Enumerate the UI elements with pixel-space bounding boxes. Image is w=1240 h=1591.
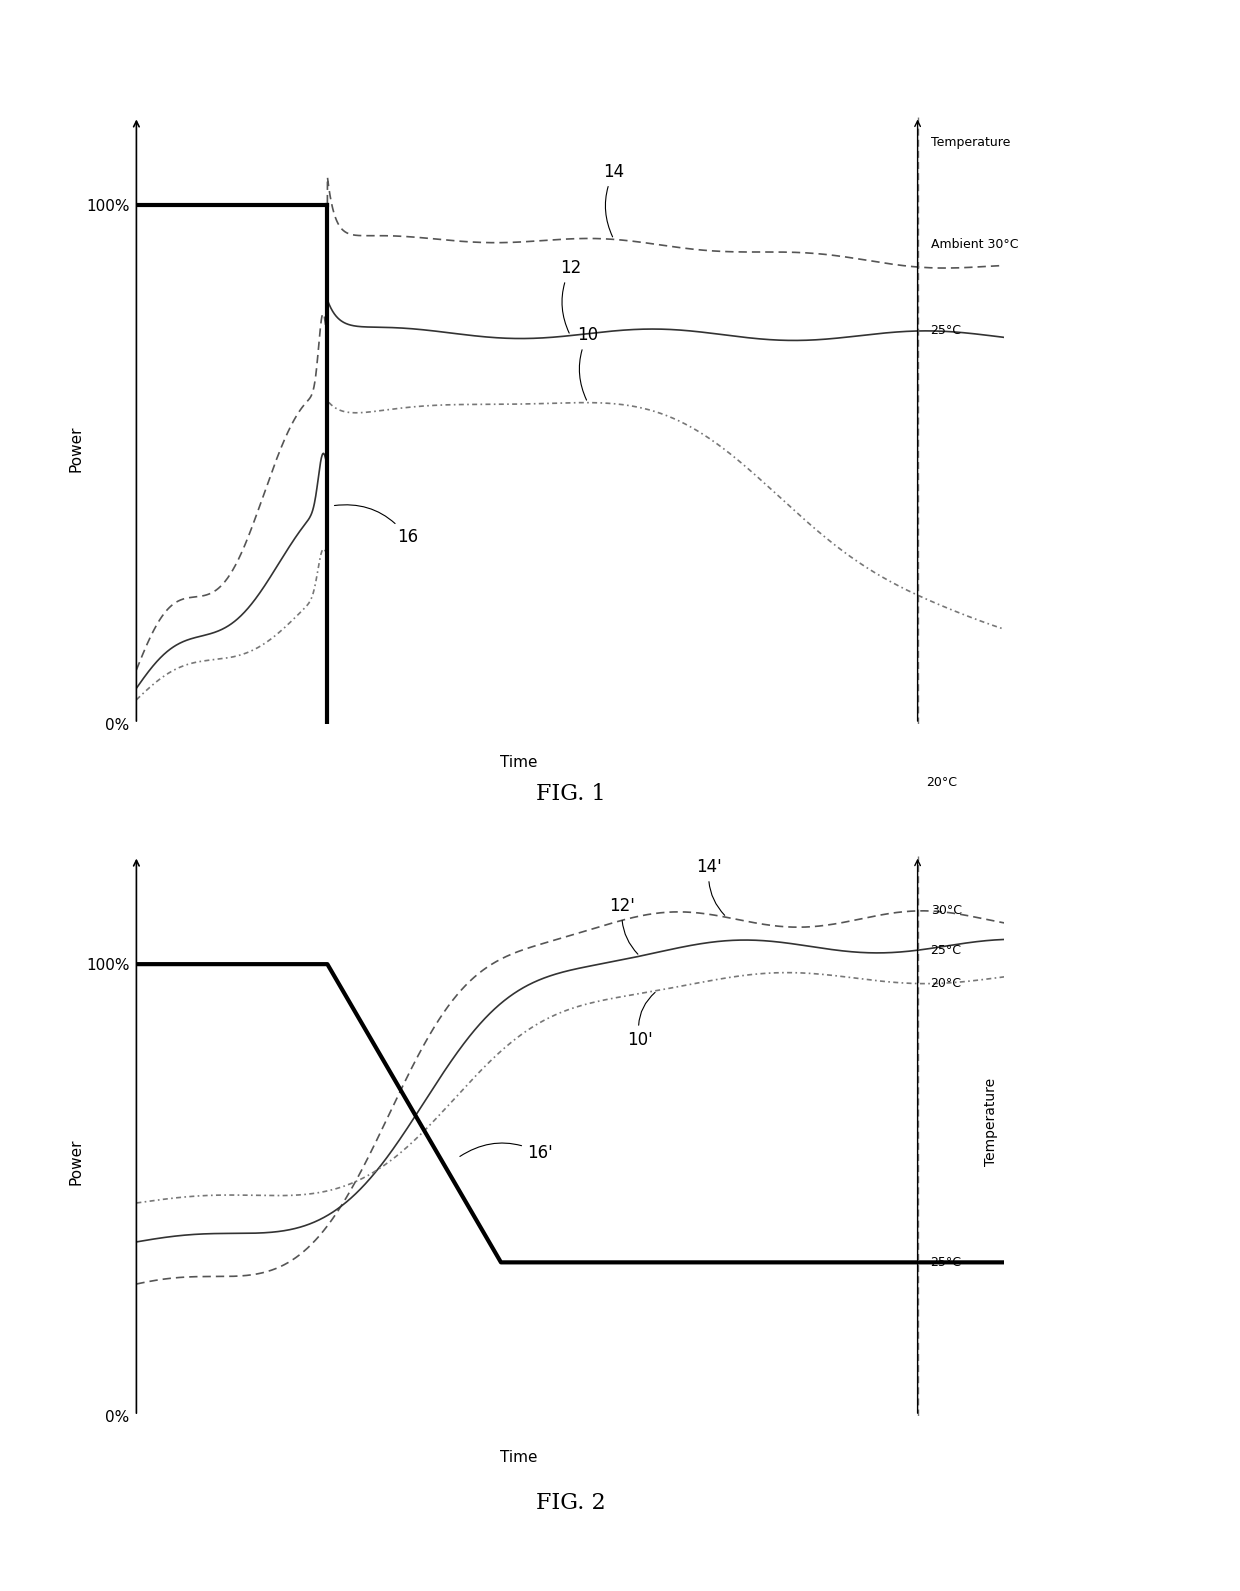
Text: 16: 16	[335, 504, 418, 546]
Text: Time: Time	[500, 754, 537, 770]
Text: 25°C: 25°C	[930, 325, 962, 337]
Text: Power: Power	[68, 425, 83, 471]
Text: 20°C: 20°C	[930, 977, 962, 990]
Text: 25°C: 25°C	[930, 943, 962, 956]
Text: 14: 14	[603, 164, 625, 237]
Text: FIG. 2: FIG. 2	[536, 1492, 605, 1515]
Text: Temperature: Temperature	[985, 1079, 998, 1166]
Text: 30°C: 30°C	[930, 904, 962, 918]
Text: Ambient 30°C: Ambient 30°C	[930, 239, 1018, 251]
Text: FIG. 1: FIG. 1	[536, 783, 605, 805]
Text: Time: Time	[500, 1449, 537, 1465]
Text: 10': 10'	[627, 993, 655, 1048]
Text: 14': 14'	[697, 858, 724, 915]
Text: 12': 12'	[610, 897, 637, 955]
Text: Power: Power	[68, 1139, 83, 1185]
Text: 12: 12	[559, 259, 582, 333]
Text: 25°C: 25°C	[930, 1255, 962, 1270]
Text: Temperature: Temperature	[930, 135, 1011, 150]
Text: 20°C: 20°C	[926, 776, 957, 789]
Text: 16': 16'	[460, 1142, 553, 1161]
Text: 10: 10	[577, 326, 599, 399]
